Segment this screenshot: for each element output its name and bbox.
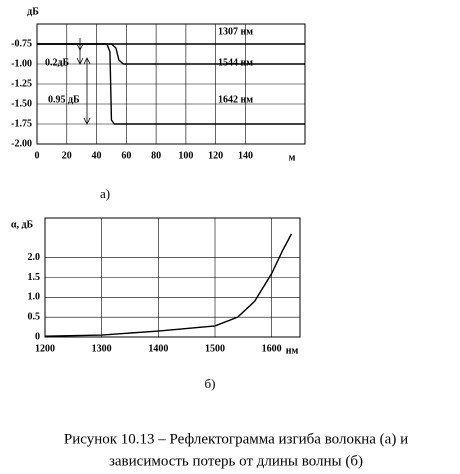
- y-axis-label: дБ: [27, 6, 39, 17]
- annotation: 0.2дБ: [45, 57, 70, 68]
- annotation: 1544 нм: [218, 57, 253, 68]
- x-tick-label: 0: [35, 150, 40, 161]
- x-axis-label: нм: [286, 345, 299, 356]
- y-tick-label: -1.50: [11, 98, 32, 109]
- y-tick-label: -0.75: [11, 38, 32, 49]
- y-tick-label: -2.00: [11, 138, 32, 149]
- arrows: [76, 38, 91, 125]
- y-tick-label: -1.25: [11, 78, 32, 89]
- plot-frame: [36, 23, 306, 145]
- y-tick-label: 1.0: [28, 292, 41, 303]
- y-tick-label: 1.5: [28, 272, 41, 283]
- caption: зависимость потерь от длины волны (б): [109, 453, 363, 469]
- x-tick-label: 20: [62, 150, 72, 161]
- x-tick-label: 1500: [205, 343, 225, 354]
- data-line: [37, 43, 305, 65]
- panel-label: б): [205, 376, 216, 391]
- x-tick-label: 1400: [148, 343, 168, 354]
- x-tick-label: 1200: [35, 343, 55, 354]
- caption: Рисунок 10.13 – Рефлектограмма изгиба во…: [64, 431, 408, 447]
- x-tick-label: 60: [121, 150, 131, 161]
- x-tick-label: 1600: [262, 343, 282, 354]
- x-axis-label: м: [289, 152, 296, 163]
- x-tick-label: 120: [208, 150, 223, 161]
- x-tick-label: 100: [178, 150, 193, 161]
- annotation: 0.95 дБ: [48, 94, 80, 105]
- y-tick-label: -1.75: [11, 118, 32, 129]
- y-tick-label: 0.5: [28, 311, 41, 322]
- y-tick-label: -1.00: [11, 58, 32, 69]
- data-line: [44, 233, 293, 337]
- x-tick-label: 80: [151, 150, 161, 161]
- x-tick-label: 1300: [92, 343, 112, 354]
- plot-frame: [44, 217, 301, 338]
- panel-label: а): [100, 186, 110, 201]
- annotation: 1642 нм: [218, 94, 253, 105]
- annotation: 1307 нм: [218, 26, 253, 37]
- y-tick-label: 0: [35, 331, 40, 342]
- y-tick-label: 2.0: [28, 252, 41, 263]
- x-tick-label: 40: [92, 150, 102, 161]
- y-axis-label: α, дБ: [11, 219, 34, 230]
- x-tick-label: 140: [238, 150, 253, 161]
- data-line: [37, 43, 305, 125]
